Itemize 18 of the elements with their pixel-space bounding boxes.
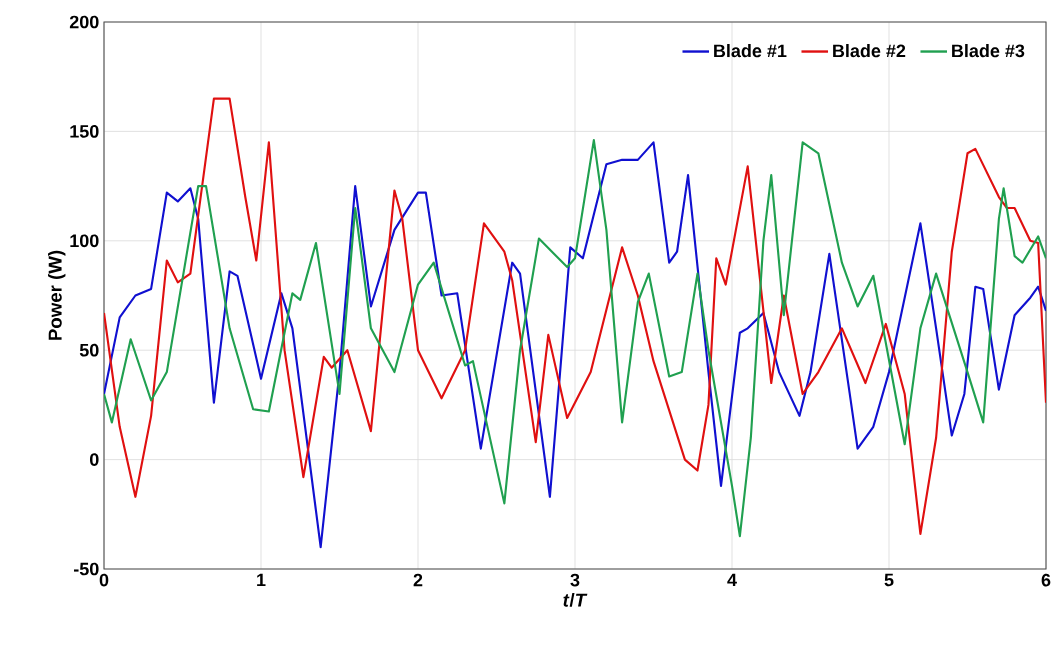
legend-label: Blade #1 [714,44,787,58]
x-tick-label: 2 [413,573,423,587]
legend-label: Blade #2 [833,44,906,58]
x-tick-label: 3 [570,573,580,587]
y-tick-label: 200 [69,15,99,29]
y-axis-title: Power (W) [48,250,66,340]
y-tick-label: -50 [73,562,99,576]
x-axis-title: t/T [563,592,588,607]
y-tick-label: 150 [70,125,99,138]
x-tick-label: 0 [99,573,109,587]
x-tick-label: 1 [257,573,266,587]
y-tick-label: 100 [70,234,99,248]
y-tick-label: 50 [79,343,99,357]
legend-label: Blade #3 [952,44,1025,58]
x-tick-label: 4 [727,573,737,587]
x-tick-label: 5 [884,573,894,587]
y-tick-label: 0 [89,453,99,466]
x-tick-label: 6 [1041,573,1051,587]
